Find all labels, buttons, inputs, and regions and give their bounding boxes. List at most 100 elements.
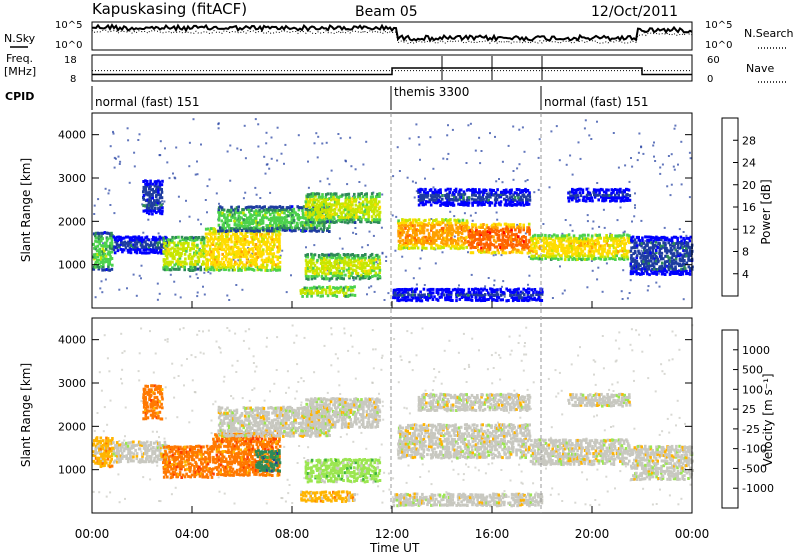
freq-tick-low: 8 (70, 74, 76, 85)
colorbar-tick-label: 1000 (742, 344, 770, 357)
heatmap-region (300, 490, 356, 503)
time-tick-label: 16:00 (475, 527, 510, 541)
colorbar-tick-label: 4 (742, 268, 749, 281)
power-yaxis: 1000 2000 3000 4000 (58, 129, 692, 272)
power-colorbar: 28 24 20 16 12 8 4 (721, 117, 756, 297)
velocity-panel: 1000 2000 3000 4000 Slant Range [km] (19, 317, 694, 514)
heatmap-region (629, 235, 694, 277)
heatmap-region (392, 287, 544, 303)
colorbar-tick-label: 500 (742, 364, 763, 377)
time-axis-label: Time UT (369, 541, 420, 554)
heatmap-region (567, 187, 632, 203)
heatmap-region (142, 384, 164, 421)
colorbar-tick-label: -100 (742, 443, 767, 456)
date-title: 12/Oct/2011 (591, 4, 678, 20)
colorbar-tick-label: -500 (742, 462, 767, 475)
range-tick-label: 4000 (58, 334, 86, 347)
nave-tick-high: 60 (707, 55, 720, 66)
heatmap-region (392, 492, 544, 508)
time-tick-label: 04:00 (175, 527, 210, 541)
nsky-tick-high: 10^5 (55, 20, 82, 31)
power-panel: 1000 2000 3000 4000 Slant Range [km] (19, 112, 694, 309)
colorbar-tick-label: 25 (742, 403, 756, 416)
heatmap-region (299, 285, 357, 298)
colorbar-tick-label: 20 (742, 179, 756, 192)
noise-panel: N.Sky 10^5 10^0 10^5 10^0 N.Search (4, 20, 794, 51)
heatmap-region (397, 218, 469, 251)
heatmap-region (112, 440, 169, 464)
velocity-yaxis: 1000 2000 3000 4000 (58, 334, 692, 477)
nsearch-label: N.Search (744, 27, 794, 40)
beam-title: Beam 05 (355, 4, 418, 20)
freq-trace (92, 67, 692, 76)
cpid-segment-3: normal (fast) 151 (544, 95, 648, 109)
nsky-tick-low: 10^0 (55, 40, 82, 51)
range-tick-label: 4000 (58, 129, 86, 142)
colorbar-tick-label: 100 (742, 383, 763, 396)
heatmap-region (304, 252, 382, 281)
heatmap-region (162, 444, 214, 480)
nave-label: Nave (746, 62, 774, 75)
power-ylabel: Slant Range [km] (19, 158, 33, 262)
freq-unit-label: [MHz] (4, 65, 36, 78)
heatmap-region (92, 436, 114, 469)
cpid-segment-2: themis 3300 (394, 85, 469, 99)
heatmap-region (304, 457, 382, 484)
colorbar-tick-label: 28 (742, 134, 756, 147)
time-axis: 00:00 04:00 08:00 12:00 16:00 20:00 00:00 (75, 301, 710, 541)
range-tick-label: 1000 (58, 464, 86, 477)
time-tick-label: 20:00 (575, 527, 610, 541)
time-tick-label: 00:00 (675, 527, 710, 541)
cpid-label: CPID (5, 90, 34, 103)
cpid-segment-1: normal (fast) 151 (95, 95, 199, 109)
range-tick-label: 2000 (58, 215, 86, 228)
heatmap-region (529, 438, 632, 467)
heatmap-region (162, 235, 207, 272)
colorbar-tick-label: 12 (742, 223, 756, 236)
nsky-label: N.Sky (4, 32, 36, 45)
range-tick-label: 1000 (58, 259, 86, 272)
colorbar-tick-label: 16 (742, 201, 756, 214)
colorbar-tick-label: -25 (742, 423, 760, 436)
nsearch-trace (91, 29, 693, 45)
time-tick-label: 08:00 (275, 527, 310, 541)
colorbar-tick-label: 24 (742, 157, 756, 170)
heatmap-region (204, 226, 282, 272)
station-title: Kapuskasing (fitACF) (92, 0, 247, 18)
freq-tick-high: 18 (64, 55, 77, 66)
nsearch-tick-high: 10^5 (705, 20, 732, 31)
range-tick-label: 2000 (58, 420, 86, 433)
colorbar-tick-label: 8 (742, 246, 749, 259)
heatmap-region (417, 187, 532, 207)
heatmap-region (217, 405, 332, 438)
heatmap-region (304, 192, 382, 225)
power-cells (92, 118, 694, 303)
freq-label: Freq. (6, 52, 33, 65)
cpid-row: CPID normal (fast) 151 themis 3300 norma… (5, 85, 648, 110)
heatmap-region (417, 392, 532, 412)
colorbar-tick-label: -1000 (742, 482, 774, 495)
velocity-colorbar-label: Velocity [m s⁻¹] (761, 373, 775, 466)
heatmap-region (254, 449, 282, 473)
velocity-ylabel: Slant Range [km] (19, 363, 33, 467)
nave-tick-low: 0 (707, 74, 713, 85)
heatmap-region (92, 231, 114, 272)
nsky-trace (91, 23, 693, 43)
velocity-colorbar: 1000 500 100 25 -25 -100 -500 -1000 (721, 329, 774, 509)
range-tick-label: 3000 (58, 377, 86, 390)
heatmap-region (304, 397, 382, 430)
range-tick-label: 3000 (58, 172, 86, 185)
power-colorbar-label: Power [dB] (759, 179, 773, 244)
heatmap-region (112, 235, 169, 255)
heatmap-region (629, 444, 694, 482)
heatmap-region (567, 392, 632, 408)
heatmap-region (529, 233, 632, 262)
heatmap-region (142, 179, 164, 216)
time-tick-label: 00:00 (75, 527, 110, 541)
nsearch-tick-low: 10^0 (705, 40, 732, 51)
heatmap-region (467, 222, 532, 255)
velocity-cells (92, 324, 694, 508)
time-tick-label: 12:00 (375, 527, 410, 541)
heatmap-region (397, 423, 532, 460)
